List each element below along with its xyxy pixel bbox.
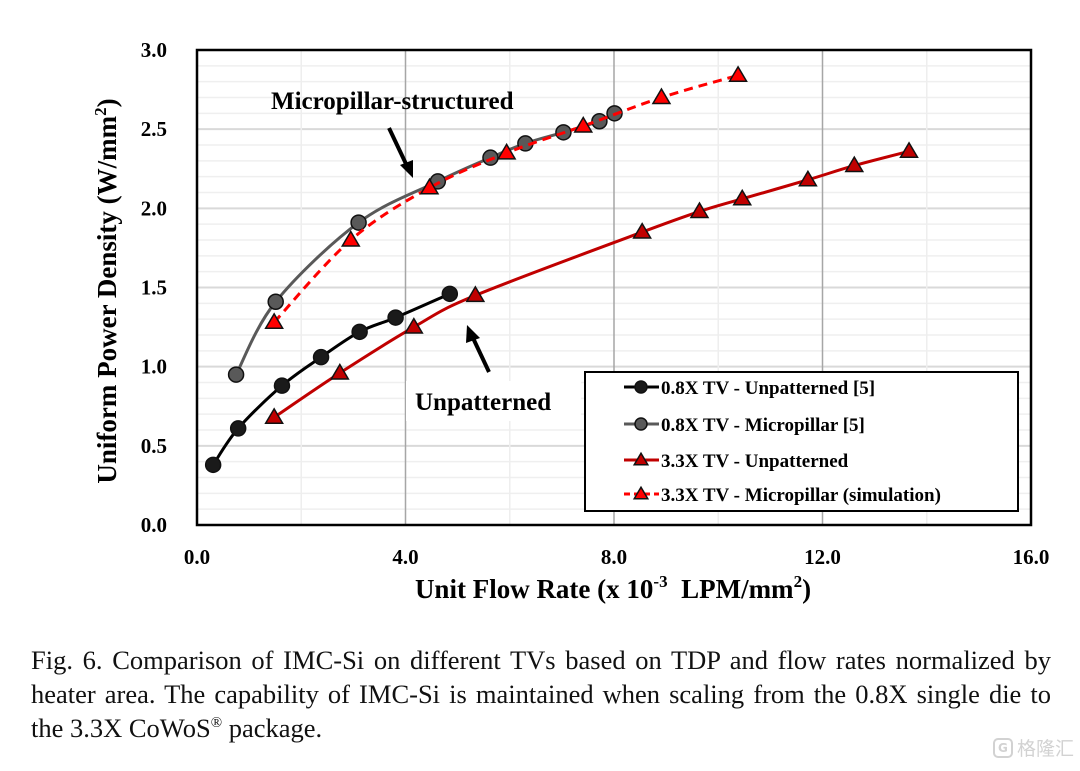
figure-caption: Fig. 6. Comparison of IMC-Si on differen… [31, 645, 1051, 743]
y-tick-label: 1.0 [141, 355, 167, 379]
y-tick-labels: 0.0 0.5 1.0 1.5 2.0 2.5 3.0 [141, 38, 167, 537]
y-tick-label: 0.5 [141, 434, 167, 458]
y-tick-label: 0.0 [141, 513, 167, 537]
data-point [351, 323, 368, 341]
legend-swatch-marker [632, 485, 650, 500]
watermark-logo-icon: G [992, 737, 1013, 758]
y-tick-label: 2.5 [141, 117, 167, 141]
data-point [340, 230, 361, 247]
legend-swatch-marker [634, 380, 648, 394]
watermark: G 格隆汇 [992, 734, 1074, 761]
data-point [229, 420, 247, 437]
data-point [204, 456, 222, 474]
data-point [419, 177, 440, 195]
x-axis-title: Unit Flow Rate (x 10-3 LPM/mm2) [415, 572, 811, 604]
legend: 0.8X TV - Unpatterned [5] 0.8X TV - Micro… [584, 371, 1019, 512]
legend-item: 3.3X TV - Micropillar (simulation) [624, 485, 941, 506]
gridlines [197, 50, 1031, 525]
x-tick-label: 0.0 [184, 545, 210, 569]
arrow-unpatterned [466, 325, 491, 373]
data-point [798, 169, 818, 187]
data-point [264, 312, 284, 330]
annotation-unpatterned: Unpatterned [415, 389, 551, 416]
data-point [632, 222, 652, 239]
x-tick-label: 4.0 [392, 545, 418, 569]
legend-swatch-marker [634, 417, 648, 431]
arrow-micropillar [387, 127, 413, 178]
data-point [844, 155, 865, 173]
y-axis-title: Uniform Power Density (W/mm2) [91, 98, 122, 483]
legend-swatch-marker [632, 451, 650, 466]
x-tick-label: 12.0 [804, 545, 841, 569]
legend-label: 0.8X TV - Micropillar [5] [661, 415, 865, 436]
annotation-micropillar: Micropillar-structured [271, 88, 514, 115]
data-point [496, 142, 517, 160]
legend-label: 3.3X TV - Unpatterned [661, 451, 849, 472]
legend-item: 3.3X TV - Unpatterned [624, 451, 849, 472]
data-point [273, 377, 291, 394]
x-tick-labels: 0.0 4.0 8.0 12.0 16.0 [184, 545, 1050, 569]
y-tick-label: 1.5 [141, 276, 167, 300]
series-0 [204, 285, 459, 474]
legend-label: 3.3X TV - Micropillar (simulation) [661, 485, 941, 506]
data-point [482, 149, 499, 166]
data-point [573, 116, 594, 133]
series-layer [204, 65, 919, 474]
data-point [350, 214, 367, 231]
series-2 [264, 141, 919, 425]
chart: 0.00.51.01.52.02.53.0 0.0 4.0 8.0 12.0 16.0 … [91, 38, 1050, 604]
y-tick-label: 3.0 [141, 38, 167, 62]
data-point [689, 201, 710, 219]
data-point [387, 309, 404, 326]
data-point [651, 87, 672, 105]
x-tick-label: 8.0 [601, 545, 627, 569]
data-point [330, 363, 350, 380]
plot-frame [195, 48, 1033, 527]
annotation-unpatterned-bg [406, 381, 581, 421]
data-point [227, 366, 245, 383]
data-point [465, 285, 486, 303]
data-point [899, 141, 919, 159]
data-point [267, 293, 284, 310]
series-1 [227, 105, 623, 383]
data-point [441, 285, 459, 303]
data-point [728, 65, 748, 83]
legend-item: 0.8X TV - Unpatterned [5] [624, 378, 875, 399]
watermark-text: 格隆汇 [1016, 738, 1074, 760]
data-point [312, 348, 330, 366]
data-point [732, 188, 753, 206]
legend-label: 0.8X TV - Unpatterned [5] [661, 378, 875, 399]
legend-item: 0.8X TV - Micropillar [5] [624, 415, 865, 436]
data-point [404, 317, 424, 334]
x-tick-label: 16.0 [1013, 545, 1050, 569]
y-tick-label: 2.0 [141, 196, 167, 220]
series-3 [264, 65, 748, 330]
data-point [264, 407, 284, 425]
